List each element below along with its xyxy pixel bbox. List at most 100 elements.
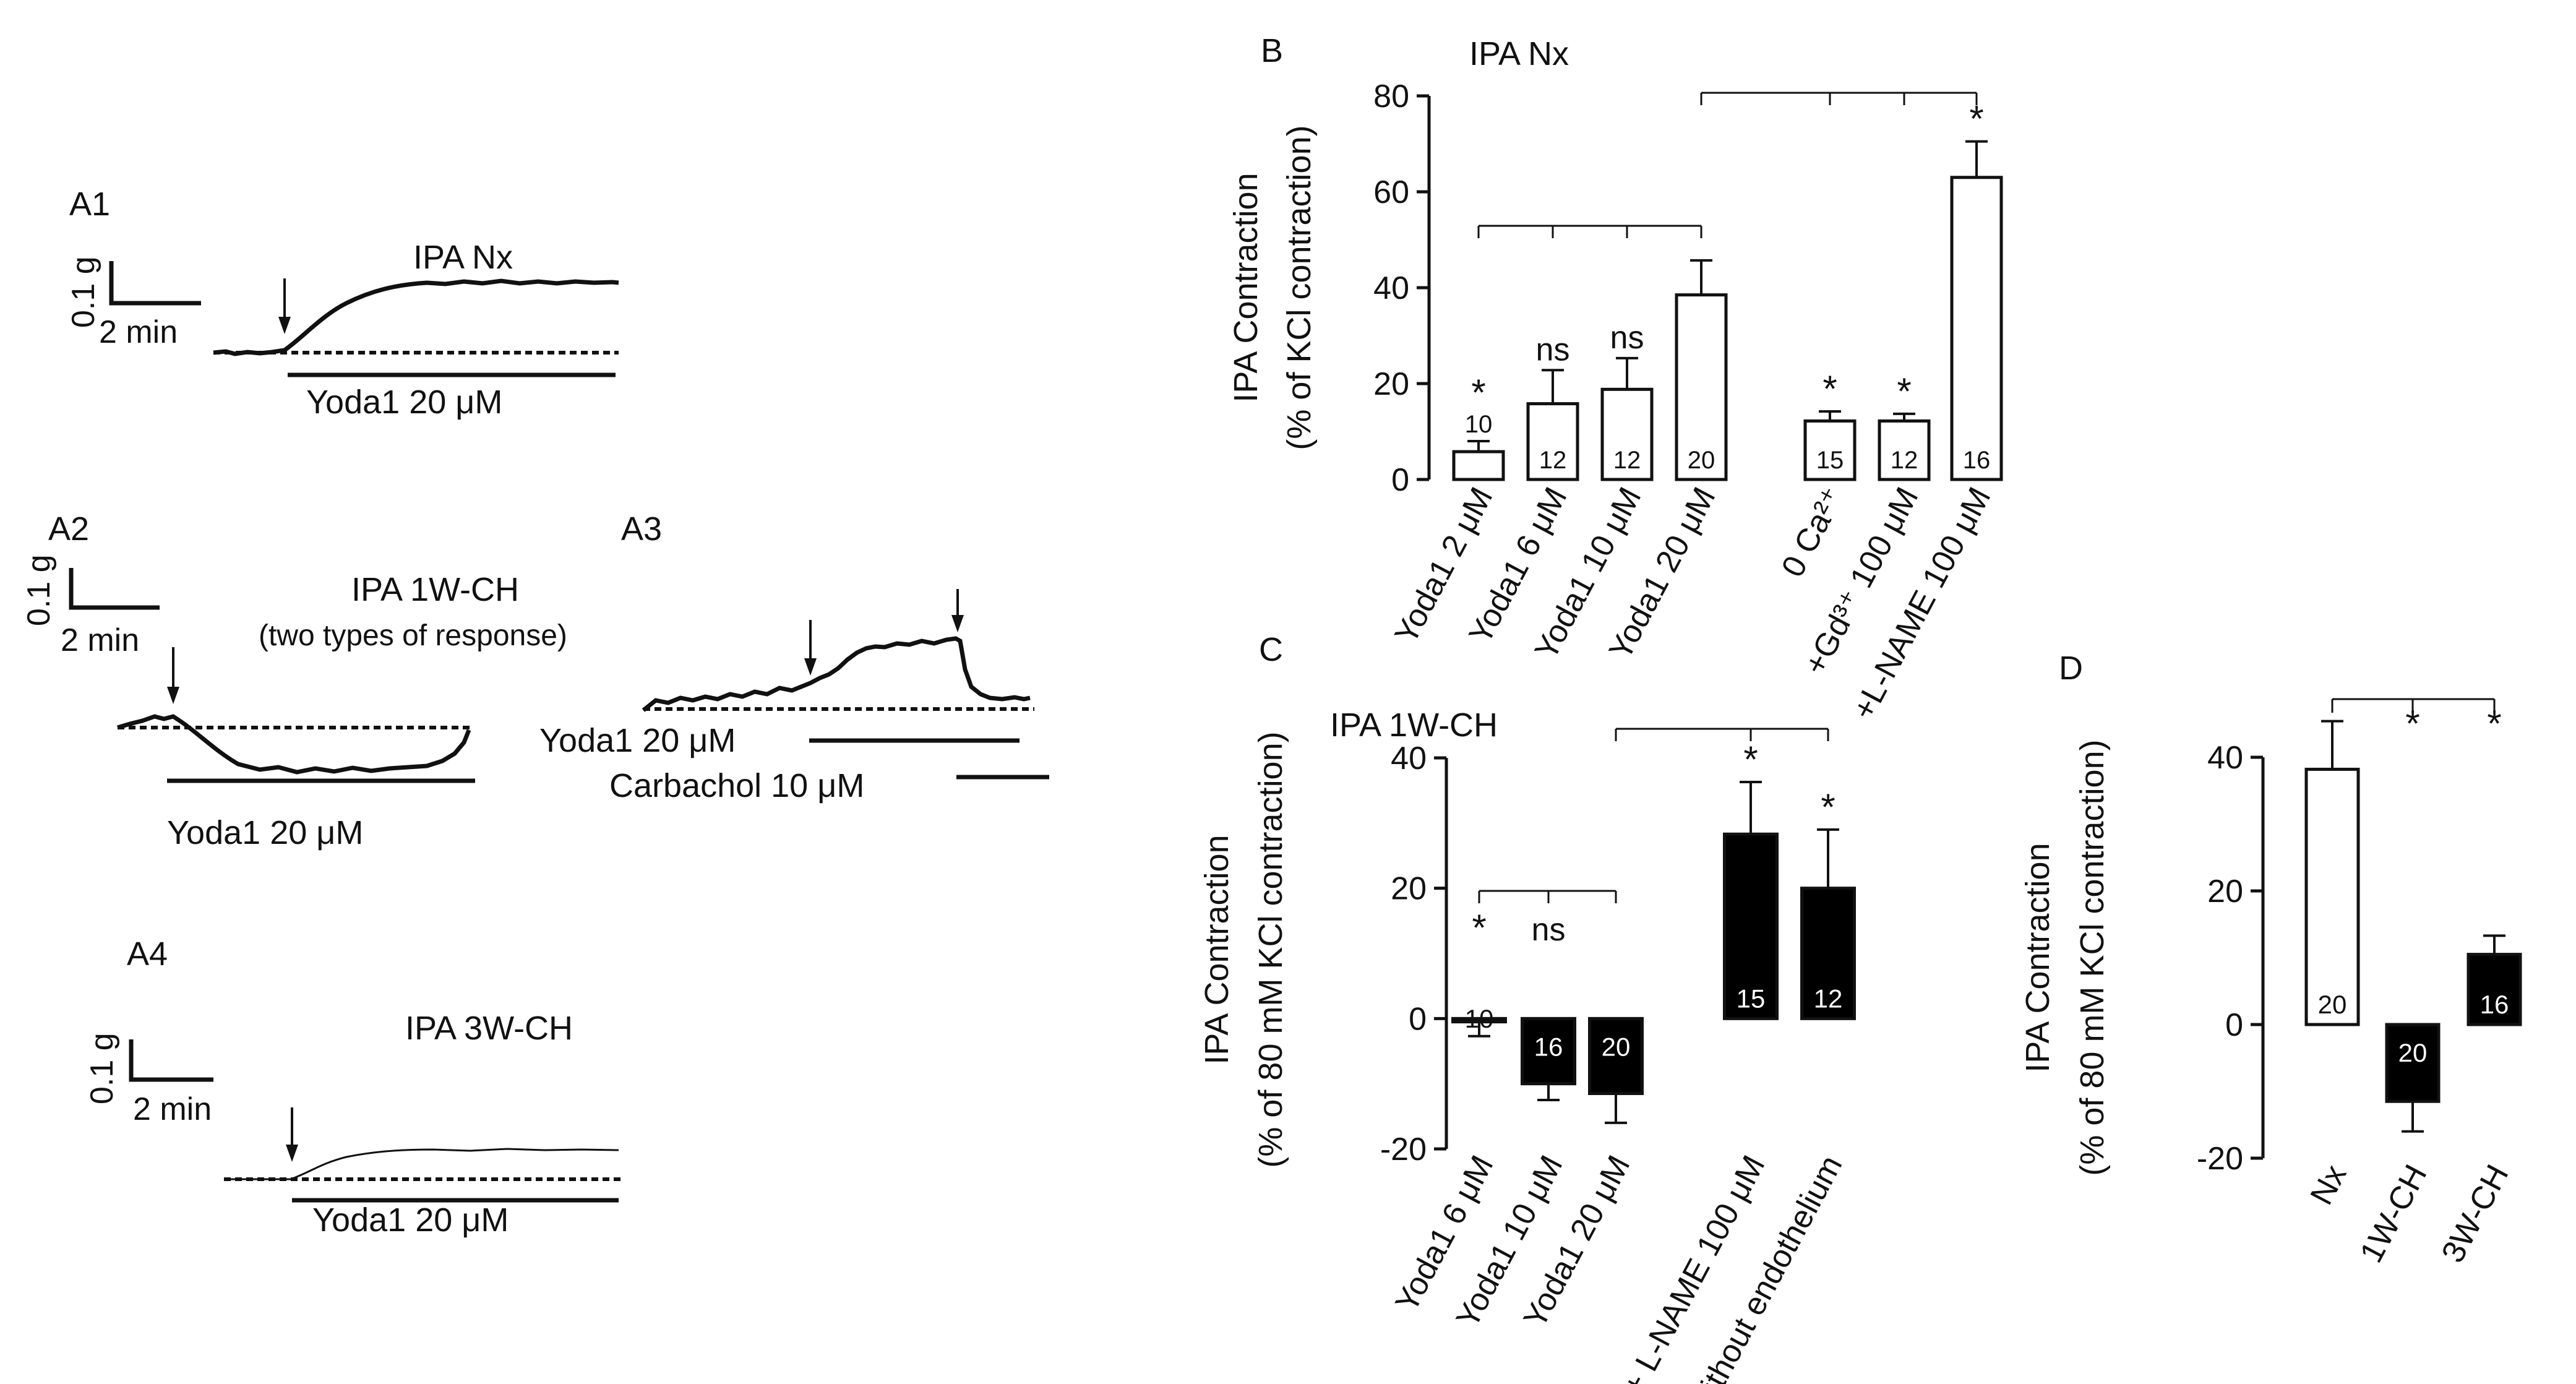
n-label: 20 xyxy=(1688,447,1715,474)
bar xyxy=(1521,1017,1576,1086)
panel-a2-scale-force: 0.1 g xyxy=(21,554,57,626)
panel-a3-drug-label-1: Yoda1 20 μM xyxy=(539,722,736,759)
significance-label: * xyxy=(1471,372,1485,413)
panel-a1-title: IPA Nx xyxy=(413,239,513,276)
bar xyxy=(1723,832,1779,1020)
y-axis-label: (% of 80 mM KCl contraction) xyxy=(1252,731,1289,1167)
panel-a4: A4 0.1 g 2 min IPA 3W-CH Yoda1 20 μM xyxy=(84,935,622,1239)
bar xyxy=(1526,402,1579,481)
panel-a1-scale-force: 0.1 g xyxy=(66,256,101,328)
significance-label: * xyxy=(1969,98,1983,140)
bar xyxy=(2385,1023,2441,1103)
panel-a1-trace xyxy=(213,278,619,356)
bar xyxy=(1878,419,1931,481)
chart-c: C IPA 1W-CH -20 0 20 40 IPA Contraction (% of 8… xyxy=(1198,631,1856,1384)
significance-label: * xyxy=(1472,907,1486,948)
n-label: 12 xyxy=(1539,447,1567,474)
n-label: 20 xyxy=(1602,1032,1631,1061)
n-label: 15 xyxy=(1816,447,1844,474)
significance-label: * xyxy=(2487,703,2501,744)
y-tick-label: 80 xyxy=(1373,79,1409,114)
arrow-icon xyxy=(804,620,817,676)
y-tick-label: -20 xyxy=(1380,1132,1427,1167)
panel-label: C xyxy=(1259,631,1283,668)
bar xyxy=(1803,419,1857,481)
bar xyxy=(2467,953,2522,1026)
panel-a1-drug-label: Yoda1 20 μM xyxy=(306,384,502,421)
significance-label: * xyxy=(1823,368,1837,410)
significance-label: ns xyxy=(1532,912,1566,948)
chart-title: IPA Nx xyxy=(1469,35,1569,72)
panel-a1-scale-bar: 0.1 g 2 min xyxy=(66,256,201,350)
chart-title: IPA 1W-CH xyxy=(1330,707,1498,744)
panel-a1-label: A1 xyxy=(69,186,110,223)
panel-a2: A2 0.1 g 2 min IPA 1W-CH (two types of r… xyxy=(21,510,567,851)
panel-a2-scale-time: 2 min xyxy=(61,622,139,658)
n-label: 12 xyxy=(1814,984,1843,1013)
arrow-icon xyxy=(286,1107,298,1162)
y-tick-label: 40 xyxy=(1391,741,1427,776)
panel-a3-label: A3 xyxy=(621,510,662,548)
x-category-label: 3W-CH xyxy=(2435,1159,2516,1268)
x-category-label: 0 Ca²⁺ xyxy=(1775,481,1852,583)
y-tick-label: 20 xyxy=(1391,871,1427,907)
chart-d: D -20 0 20 40 IPA Contraction (% of 80 mM KCl … xyxy=(2019,650,2522,1268)
n-label: 20 xyxy=(2398,1038,2428,1067)
y-tick-label: 20 xyxy=(1373,366,1409,402)
panel-a3-trace xyxy=(642,636,1031,712)
panel-a4-scale-time: 2 min xyxy=(133,1091,212,1127)
panel-a3: A3 Yoda1 20 μM Carbachol 10 μM xyxy=(539,510,1049,804)
n-label: 16 xyxy=(1534,1032,1563,1061)
panel-a1: A1 0.1 g 2 min IPA Nx Yoda1 20 μM xyxy=(66,186,619,421)
n-label: 12 xyxy=(1613,447,1641,474)
panel-a4-trace xyxy=(224,1148,619,1180)
panel-a2-drug-label: Yoda1 20 μM xyxy=(167,814,363,851)
bar xyxy=(1452,450,1505,481)
y-tick-label: 0 xyxy=(1409,1001,1427,1037)
panel-a3-drug-label-2: Carbachol 10 μM xyxy=(609,767,864,804)
panel-a2-subtitle: (two types of response) xyxy=(259,619,567,652)
panel-a2-trace xyxy=(116,714,471,775)
y-axis-label: IPA Contraction xyxy=(2019,843,2056,1072)
n-label: 12 xyxy=(1891,447,1918,474)
chart-b: B IPA Nx 0 20 40 60 80 IPA Contraction (% of KCl… xyxy=(1227,32,2003,726)
significance-label: * xyxy=(1743,739,1758,780)
panel-a4-scale-bar: 0.1 g 2 min xyxy=(84,1033,213,1127)
panel-a2-scale-bar: 0.1 g 2 min xyxy=(21,554,160,658)
arrow-icon xyxy=(951,589,964,632)
arrow-icon xyxy=(278,278,291,334)
bar xyxy=(2304,767,2360,1026)
n-label: 10 xyxy=(1465,411,1493,438)
y-axis-label: (% of 80 mM KCl contraction) xyxy=(2074,739,2111,1176)
bar xyxy=(1950,176,2003,481)
y-axis-label: IPA Contraction xyxy=(1227,173,1264,402)
y-tick-label: 40 xyxy=(1373,270,1409,306)
y-axis-label: IPA Contraction xyxy=(1198,835,1235,1064)
panel-a4-title: IPA 3W-CH xyxy=(405,1010,573,1047)
n-label: 10 xyxy=(1465,1004,1494,1033)
panel-a4-drug-label: Yoda1 20 μM xyxy=(312,1201,509,1239)
y-axis-label: (% of KCl contraction) xyxy=(1281,125,1318,450)
arrow-icon xyxy=(167,647,179,704)
y-tick-label: 0 xyxy=(2225,1007,2243,1043)
n-label: 20 xyxy=(2318,990,2347,1019)
y-tick-label: 20 xyxy=(2207,874,2243,909)
bar xyxy=(1800,887,1856,1020)
panel-a4-scale-force: 0.1 g xyxy=(84,1033,120,1104)
significance-label: ns xyxy=(1536,332,1570,367)
y-tick-label: 40 xyxy=(2207,740,2243,776)
n-label: 15 xyxy=(1737,984,1766,1013)
y-tick-label: -20 xyxy=(2197,1141,2243,1177)
panel-a2-label: A2 xyxy=(48,510,89,548)
significance-label: * xyxy=(1821,786,1835,828)
panel-label: B xyxy=(1261,32,1283,69)
x-category-label: 1W-CH xyxy=(2353,1159,2434,1268)
panel-label: D xyxy=(2059,650,2083,687)
panel-a2-title: IPA 1W-CH xyxy=(351,571,519,608)
significance-label: ns xyxy=(1610,320,1644,356)
significance-label: * xyxy=(2405,703,2419,744)
n-label: 16 xyxy=(2480,990,2509,1019)
panel-a1-scale-time: 2 min xyxy=(99,314,178,350)
y-tick-label: 0 xyxy=(1391,462,1409,498)
